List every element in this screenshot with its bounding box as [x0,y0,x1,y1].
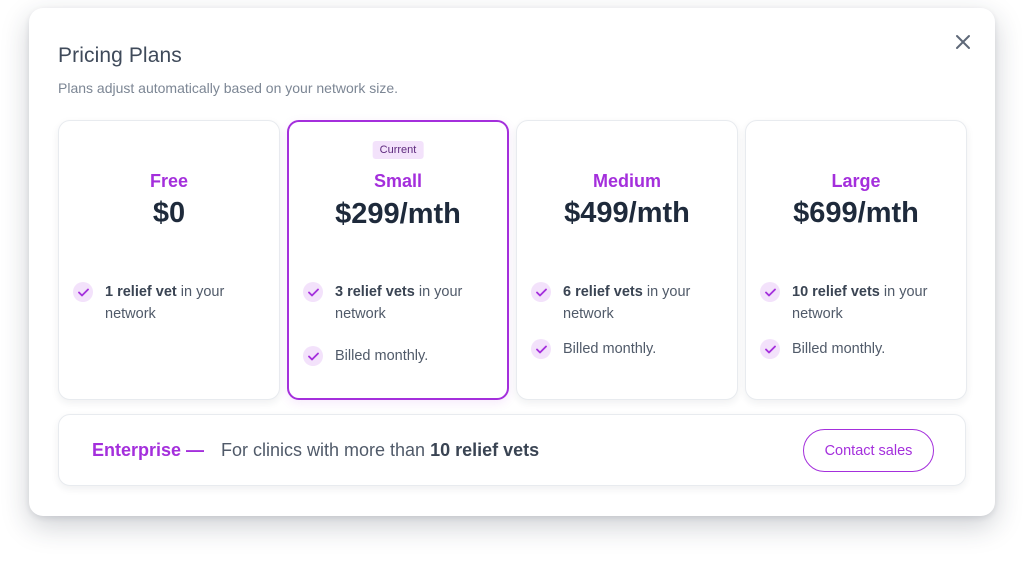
check-icon [760,339,780,359]
plan-name: Medium [592,171,661,191]
plan-card-medium[interactable]: Medium $499/mth 6 relief vets in your ne… [516,120,738,400]
feature-text: in your network [105,284,225,322]
plan-feature: 6 relief vets in your network [531,281,723,325]
feature-text: Billed monthly. [563,341,657,357]
plan-price: $299/mth [335,198,461,230]
plan-feature: 1 relief vet in your network [73,281,265,325]
plan-feature: Billed monthly. [760,338,952,360]
plan-price: $0 [152,197,186,229]
plan-card-free[interactable]: Free $0 1 relief vet in your network [58,120,280,400]
plan-name: Small [373,171,423,191]
plan-price: $499/mth [564,197,690,229]
enterprise-description: For clinics with more than 10 relief vet… [221,440,539,461]
check-icon [303,346,323,366]
plan-name: Large [831,171,881,191]
feature-text: Billed monthly. [335,348,429,364]
enterprise-desc-highlight: 10 relief vets [430,440,540,460]
pricing-modal: Pricing Plans Plans adjust automatically… [29,8,995,516]
contact-sales-button[interactable]: Contact sales [803,429,934,472]
plan-card-large[interactable]: Large $699/mth 10 relief vets in your ne… [745,120,967,400]
feature-highlight: 1 relief vet [105,284,177,300]
feature-text: in your network [563,284,691,322]
feature-highlight: 3 relief vets [335,284,415,300]
close-icon [956,35,970,49]
plan-name: Free [149,171,189,191]
plan-price: $699/mth [793,197,919,229]
close-button[interactable] [951,30,975,54]
plan-feature: 3 relief vets in your network [303,281,493,325]
plan-feature: Billed monthly. [303,345,493,367]
feature-text: Billed monthly. [792,341,886,357]
feature-text: in your network [335,284,463,322]
check-icon [303,282,323,302]
enterprise-banner: Enterprise — For clinics with more than … [58,414,966,486]
current-badge: Current [372,141,424,159]
page-title: Pricing Plans [58,44,182,67]
feature-text: in your network [792,284,928,322]
check-icon [531,339,551,359]
plan-card-small[interactable]: Current Small $299/mth 3 relief vets in … [287,120,509,400]
feature-highlight: 6 relief vets [563,284,643,300]
check-icon [73,282,93,302]
enterprise-desc-text: For clinics with more than [221,440,431,460]
plan-feature: 10 relief vets in your network [760,281,952,325]
check-icon [531,282,551,302]
check-icon [760,282,780,302]
feature-highlight: 10 relief vets [792,284,880,300]
enterprise-label: Enterprise — [92,440,205,460]
plans-grid: Free $0 1 relief vet in your network Cur… [58,120,967,400]
page-subtitle: Plans adjust automatically based on your… [58,80,399,96]
plan-feature: Billed monthly. [531,338,723,360]
